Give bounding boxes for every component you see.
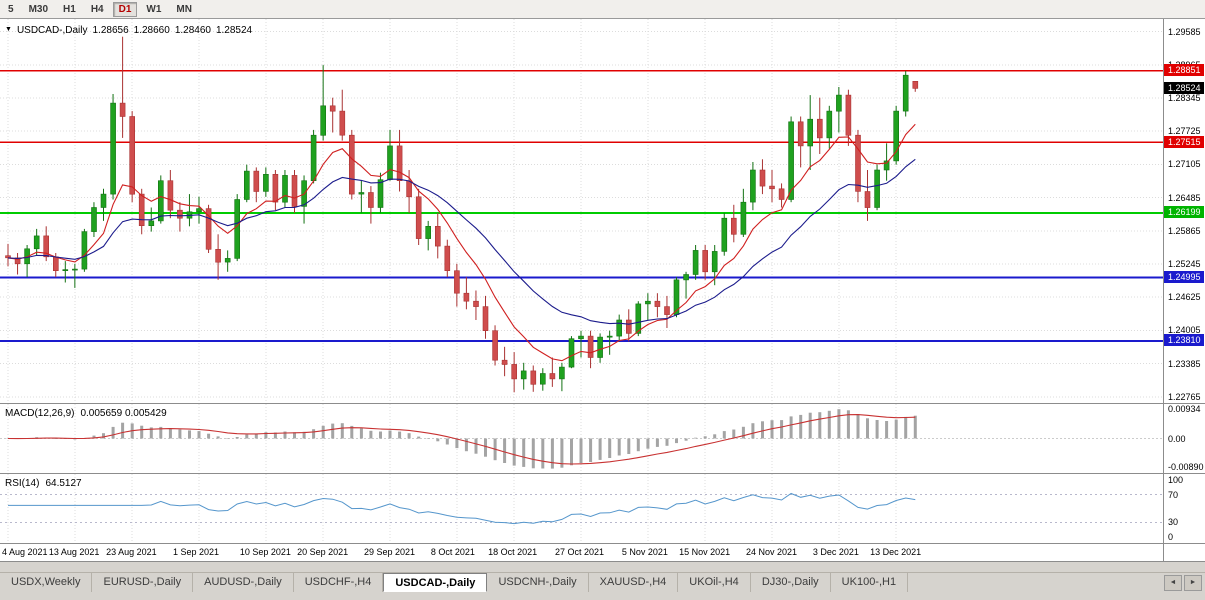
rsi-name: RSI(14) xyxy=(5,478,40,489)
panel-separator-macd-rsi[interactable] xyxy=(0,473,1205,474)
price-axis-label: 1.29585 xyxy=(1168,26,1201,37)
ohlc-open: 1.28656 xyxy=(92,25,129,36)
chart-bottom-border xyxy=(0,561,1205,562)
date-axis-label: 15 Nov 2021 xyxy=(679,547,731,557)
date-axis-label: 10 Sep 2021 xyxy=(239,547,291,557)
price-axis[interactable]: 1.295851.289651.283451.277251.271051.264… xyxy=(1164,19,1205,403)
period-button-5[interactable]: 5 xyxy=(8,3,14,15)
chart-tab-usdcad-daily[interactable]: USDCAD-,Daily xyxy=(383,573,488,592)
date-axis-label: 13 Aug 2021 xyxy=(48,547,100,557)
chart-area[interactable] xyxy=(0,19,1205,561)
tab-scroll-left-button[interactable]: ◄ xyxy=(1164,575,1182,591)
ohlc-low: 1.28460 xyxy=(174,25,211,36)
chart-tab-usdchf-h4[interactable]: USDCHF-,H4 xyxy=(293,573,384,592)
candlestick-series xyxy=(5,36,919,393)
macd-histogram xyxy=(6,409,917,469)
price-axis-label: 1.27105 xyxy=(1168,159,1201,170)
chart-tab-dj30-daily[interactable]: DJ30-,Daily xyxy=(750,573,831,592)
rsi-axis-label: 30 xyxy=(1168,517,1179,528)
ma-8-line xyxy=(7,123,916,362)
price-axis-label: 1.23385 xyxy=(1168,358,1201,369)
chart-tab-audusd-daily[interactable]: AUDUSD-,Daily xyxy=(193,573,294,592)
chart-bottom-margin xyxy=(0,562,1205,572)
timeframe-toolbar: 5 M30 H1 H4 D1 W1 MN xyxy=(0,0,1205,19)
period-button-w1[interactable]: W1 xyxy=(146,3,162,15)
macd-signal-line xyxy=(7,414,916,465)
ohlc-close: 1.28524 xyxy=(215,25,253,36)
price-badge: 1.28851 xyxy=(1164,64,1204,77)
macd-values: 0.005659 0.005429 xyxy=(80,408,167,419)
rsi-axis-label: 100 xyxy=(1168,475,1184,485)
date-axis[interactable]: 4 Aug 2021 13 Aug 2021 23 Aug 2021 1 Sep 20… xyxy=(0,544,1163,561)
date-axis-label: 29 Sep 2021 xyxy=(364,547,416,557)
chart-tab-usdx-weekly[interactable]: USDX,Weekly xyxy=(0,573,93,592)
chevron-down-icon[interactable]: ▼ xyxy=(5,26,12,33)
chart-title: ▼ USDCAD-,Daily 1.28656 1.28660 1.28460 … xyxy=(5,25,252,36)
macd-name: MACD(12,26,9) xyxy=(5,408,75,419)
price-axis-border xyxy=(1163,19,1164,561)
period-button-d1[interactable]: D1 xyxy=(112,1,138,17)
rsi-line xyxy=(8,492,916,525)
rsi-axis-label: 0 xyxy=(1168,532,1174,542)
period-button-group: 5 M30 H1 H4 D1 W1 MN xyxy=(0,1,198,17)
period-button-h4[interactable]: H4 xyxy=(90,3,104,15)
rsi-axis-label: 70 xyxy=(1168,489,1179,500)
rsi-axis[interactable]: 100 70 30 0 xyxy=(1164,474,1205,543)
chart-tab-ukoil-h4[interactable]: UKOil-,H4 xyxy=(678,573,751,592)
rsi-panel[interactable] xyxy=(0,474,1163,543)
chart-tab-bar: USDX,Weekly EURUSD-,Daily AUDUSD-,Daily USD… xyxy=(0,572,1205,592)
chart-tab-eurusd-daily[interactable]: EURUSD-,Daily xyxy=(92,573,194,592)
price-axis-label: 1.24625 xyxy=(1168,292,1201,303)
price-axis-label: 1.25245 xyxy=(1168,259,1201,269)
price-axis-label: 1.24005 xyxy=(1168,325,1201,336)
panel-separator-rsi-dates xyxy=(0,543,1205,544)
chart-tab-xauusd-h4[interactable]: XAUUSD-,H4 xyxy=(588,573,679,592)
date-axis-label: 27 Oct 2021 xyxy=(555,547,605,557)
price-badge: 1.24995 xyxy=(1164,270,1204,283)
period-button-m30[interactable]: M30 xyxy=(28,3,49,15)
date-axis-label: 24 Nov 2021 xyxy=(746,547,798,557)
macd-axis-label: -0.00890 xyxy=(1168,462,1204,472)
period-button-h1[interactable]: H1 xyxy=(63,3,76,15)
date-axis-label: 23 Aug 2021 xyxy=(106,547,157,557)
price-badge: 1.26199 xyxy=(1164,206,1204,219)
date-axis-label: 5 Nov 2021 xyxy=(621,547,668,557)
price-axis-label: 1.26485 xyxy=(1168,192,1201,203)
date-axis-label: 20 Sep 2021 xyxy=(297,547,349,557)
macd-axis-label: 0.00 xyxy=(1168,433,1186,444)
date-axis-label: 4 Aug 2021 xyxy=(2,547,48,557)
macd-panel[interactable] xyxy=(0,404,1163,473)
date-axis-label: 8 Oct 2021 xyxy=(430,547,475,557)
price-badge: 1.23810 xyxy=(1164,334,1204,347)
price-axis-label: 1.22765 xyxy=(1168,391,1201,402)
panel-separator-price-macd[interactable] xyxy=(0,403,1205,404)
period-button-mn[interactable]: MN xyxy=(176,3,192,15)
window-bottom-edge xyxy=(0,592,1205,600)
chart-tab-usdcnh-daily[interactable]: USDCNH-,Daily xyxy=(487,573,589,592)
rsi-label: RSI(14) 64.5127 xyxy=(5,478,82,489)
tab-scroll-right-button[interactable]: ► xyxy=(1184,575,1202,591)
macd-axis-label: 0.00934 xyxy=(1168,404,1201,414)
rsi-value: 64.5127 xyxy=(45,478,82,489)
date-axis-label: 13 Dec 2021 xyxy=(870,547,922,557)
date-axis-label: 3 Dec 2021 xyxy=(812,547,859,557)
symbol-label: USDCAD-,Daily xyxy=(16,25,88,36)
date-axis-label: 18 Oct 2021 xyxy=(488,547,538,557)
ma-20-line xyxy=(7,158,916,325)
ohlc-high: 1.28660 xyxy=(133,25,170,36)
chart-tab-uk100-h1[interactable]: UK100-,H1 xyxy=(830,573,909,592)
tab-scroll-arrows: ◄ ► xyxy=(1164,575,1202,591)
price-panel[interactable] xyxy=(0,19,1163,403)
price-axis-label: 1.28345 xyxy=(1168,93,1201,103)
price-badge: 1.28524 xyxy=(1164,81,1204,94)
macd-axis[interactable]: 0.00934 0.00 -0.00890 xyxy=(1164,404,1205,473)
price-axis-label: 1.27725 xyxy=(1168,126,1201,137)
macd-label: MACD(12,26,9) 0.005659 0.005429 xyxy=(5,408,167,419)
date-axis-label: 1 Sep 2021 xyxy=(173,547,220,557)
price-badge: 1.27515 xyxy=(1164,135,1204,148)
price-axis-label: 1.25865 xyxy=(1168,225,1201,236)
chart-tabs: USDX,Weekly EURUSD-,Daily AUDUSD-,Daily USD… xyxy=(0,573,1205,592)
